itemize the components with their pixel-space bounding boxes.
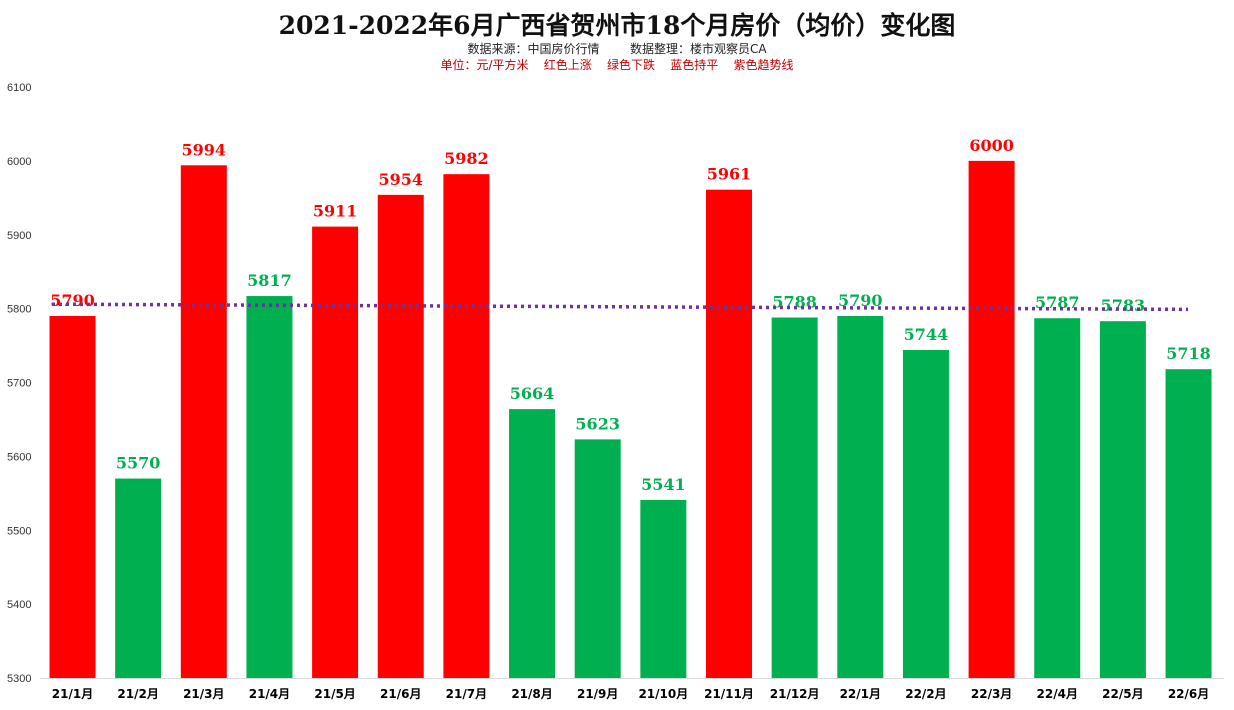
y-tick-label: 6000 xyxy=(7,156,31,168)
data-label: 5994 xyxy=(182,140,227,159)
x-tick-label: 22/6月 xyxy=(1168,687,1209,701)
data-label: 5783 xyxy=(1101,296,1146,315)
data-label: 5790 xyxy=(50,291,95,310)
x-tick-label: 21/7月 xyxy=(446,687,487,701)
data-label: 5982 xyxy=(444,149,489,168)
y-tick-label: 6100 xyxy=(7,82,31,94)
data-label: 5623 xyxy=(575,414,620,433)
y-tick-label: 5900 xyxy=(7,230,31,242)
x-tick-label: 21/11月 xyxy=(704,687,754,701)
chart-title: 2021-2022年6月广西省贺州市18个月房价（均价）变化图 xyxy=(278,11,956,40)
x-tick-label: 21/5月 xyxy=(314,687,355,701)
x-tick-label: 22/3月 xyxy=(971,687,1012,701)
x-tick-label: 21/2月 xyxy=(117,687,158,701)
data-label: 5570 xyxy=(116,454,161,473)
y-tick-label: 5500 xyxy=(7,525,31,537)
data-label: 5954 xyxy=(378,170,423,189)
data-label: 5788 xyxy=(772,292,817,311)
x-tick-label: 21/10月 xyxy=(638,687,688,701)
data-label: 5664 xyxy=(510,384,555,403)
bar xyxy=(771,317,818,678)
x-tick-label: 21/3月 xyxy=(183,687,224,701)
x-tick-label: 21/1月 xyxy=(52,687,93,701)
data-label: 5744 xyxy=(904,325,949,344)
bar xyxy=(902,349,949,678)
data-label: 5961 xyxy=(707,165,752,184)
data-label: 5911 xyxy=(313,202,358,221)
x-tick-label: 21/6月 xyxy=(380,687,421,701)
x-tick-label: 22/5月 xyxy=(1102,687,1143,701)
x-tick-label: 21/8月 xyxy=(511,687,552,701)
bar xyxy=(1034,318,1081,678)
bar xyxy=(509,409,556,678)
bar xyxy=(837,316,884,678)
y-tick-label: 5700 xyxy=(7,378,31,390)
bar xyxy=(49,316,96,678)
bar xyxy=(443,174,490,679)
x-tick-label: 22/1月 xyxy=(840,687,881,701)
bar xyxy=(574,439,621,678)
y-tick-label: 5300 xyxy=(7,673,31,685)
data-label: 5790 xyxy=(838,291,883,310)
bar xyxy=(706,189,752,678)
data-label: 5718 xyxy=(1166,344,1211,363)
x-tick-label: 21/4月 xyxy=(249,687,290,701)
bar xyxy=(968,160,1015,678)
bar xyxy=(180,165,227,678)
bar xyxy=(115,478,162,678)
y-tick-label: 5400 xyxy=(7,599,31,611)
bar xyxy=(640,499,687,678)
trend-line xyxy=(51,302,1189,312)
x-tick-label: 21/12月 xyxy=(770,687,820,701)
data-label: 5817 xyxy=(247,271,292,290)
x-tick-label: 22/4月 xyxy=(1037,687,1078,701)
source-line: 数据来源：中国房价行情 数据整理：楼市观察员CA xyxy=(467,42,767,56)
data-label: 5541 xyxy=(641,475,686,494)
bar xyxy=(312,226,359,678)
data-label: 6000 xyxy=(969,136,1014,155)
bar xyxy=(1099,321,1146,678)
x-tick-label: 22/2月 xyxy=(905,687,946,701)
legend-line: 单位：元/平方米 红色上涨 绿色下跌 蓝色持平 紫色趋势线 xyxy=(440,58,794,72)
x-tick-label: 21/9月 xyxy=(577,687,618,701)
bar xyxy=(377,194,424,679)
y-tick-label: 5800 xyxy=(7,304,31,316)
bar xyxy=(246,296,293,678)
bar xyxy=(1165,369,1212,678)
y-tick-label: 5600 xyxy=(7,451,31,463)
